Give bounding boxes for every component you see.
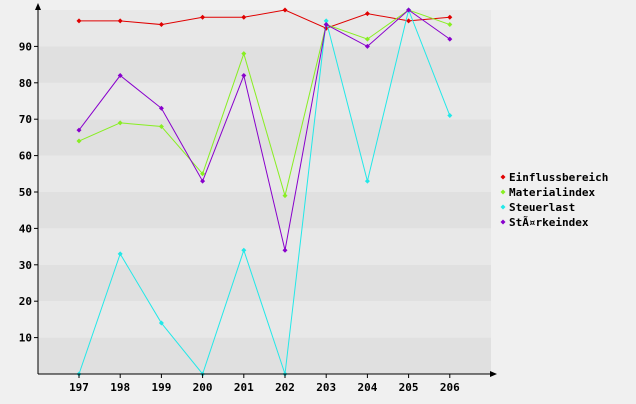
legend-marker [500,219,506,225]
data-point [76,18,82,24]
data-point [447,113,453,119]
data-point [282,247,288,253]
data-point [117,120,123,126]
y-tick-label: 30 [19,259,32,272]
data-point [200,14,206,20]
data-point [406,18,412,24]
data-point [241,247,247,253]
grid-band [38,46,491,83]
x-tick-label: 202 [275,381,295,394]
axes [35,3,497,377]
y-tick-label: 40 [19,222,32,235]
series-layer [76,7,453,377]
x-tick-label: 200 [193,381,213,394]
x-tick-label: 203 [316,381,336,394]
data-point [364,178,370,184]
series-line [78,9,451,251]
x-tick-label: 201 [234,381,254,394]
legend-item: Einflussbereich [500,171,608,184]
data-point [447,22,453,28]
series-3 [76,7,453,253]
series-0 [76,7,453,31]
y-tick-label: 50 [19,186,32,199]
legend-marker [500,204,506,210]
y-tick-label: 60 [19,150,32,163]
legend: Einflussbereich Materialindex Steuerlast St… [500,171,608,229]
y-tick-label: 80 [19,77,32,90]
data-point [117,18,123,24]
x-tick-label: 197 [69,381,89,394]
legend-label: Einflussbereich [509,171,608,184]
data-point [282,7,288,13]
legend-item: Materialindex [500,186,595,199]
y-axis-arrow [35,3,41,10]
data-point [117,73,123,79]
y-tick-label: 90 [19,40,32,53]
series-line [78,9,450,198]
data-point [241,51,247,57]
data-point [117,251,123,257]
legend-item: StÃ¤rkeindex [500,216,589,229]
grid-band [38,264,491,302]
data-point [158,320,164,326]
x-axis-arrow [490,371,497,377]
data-point [158,105,164,111]
grid-band [38,228,491,265]
data-point [282,193,288,199]
y-tick-label: 10 [19,332,32,345]
data-point [406,7,412,13]
data-point [364,36,370,42]
x-tick-label: 205 [399,381,419,394]
x-tick-label: 199 [151,381,171,394]
legend-marker [500,174,506,180]
grid-band [38,82,491,120]
legend-marker [500,189,506,195]
grid-band [38,337,491,374]
series-line [79,9,450,29]
data-point [76,127,82,133]
data-point [76,138,82,144]
data-point [323,22,329,28]
y-tick-label: 70 [19,113,32,126]
data-point [447,36,453,42]
y-tick-label: 20 [19,295,32,308]
x-tick-label: 204 [357,381,377,394]
data-point [364,11,370,17]
x-tick-label: 198 [110,381,130,394]
grid-band [38,192,491,229]
data-point [200,171,206,177]
tick-labels: 10 20 30 40 50 60 70 80 90 197 198 199 200 201 202 203 2… [19,40,460,394]
grid-bands [38,10,491,374]
data-point [364,43,370,49]
x-tick-label: 206 [440,381,460,394]
data-point [158,123,164,129]
legend-label: Materialindex [509,186,595,199]
legend-item: Steuerlast [500,201,575,214]
data-point [200,178,206,184]
data-point [241,73,247,79]
series-line [78,8,451,376]
data-point [323,18,329,24]
data-point [447,14,453,20]
grid-band [38,155,491,192]
legend-label: Steuerlast [509,201,575,214]
legend-label: StÃ¤rkeindex [509,216,589,229]
data-point [158,22,164,28]
data-point [241,14,247,20]
grid-band [38,301,491,338]
